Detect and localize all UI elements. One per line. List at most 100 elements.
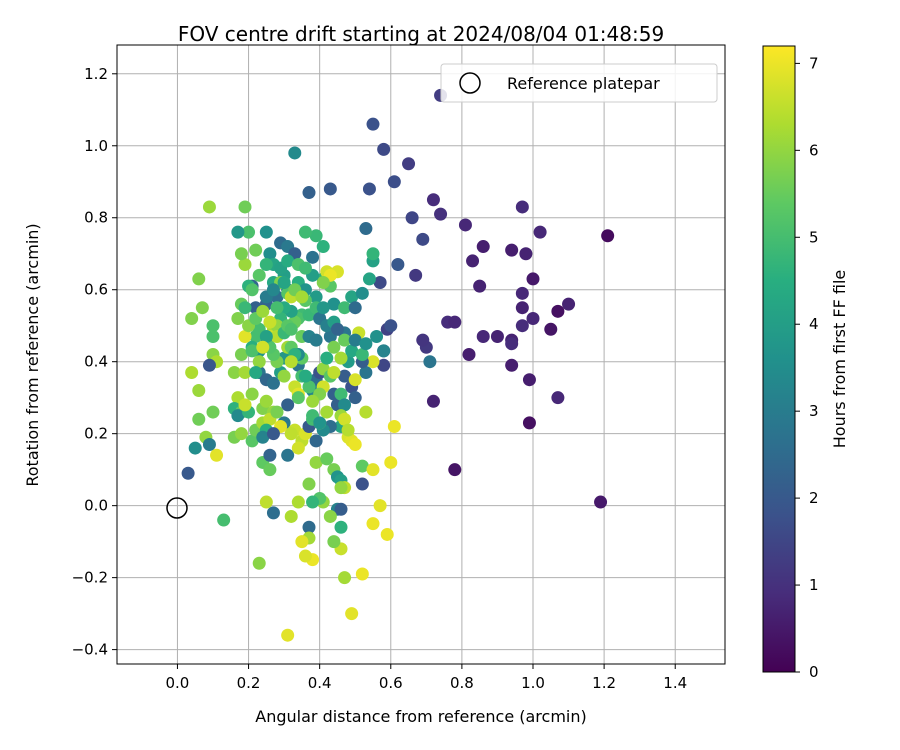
chart-title: FOV centre drift starting at 2024/08/04 …: [178, 22, 664, 46]
data-point: [334, 520, 348, 534]
data-point: [206, 330, 220, 344]
data-point: [476, 330, 490, 344]
data-point: [377, 344, 391, 358]
data-point: [284, 355, 298, 369]
x-tick-label: 1.0: [521, 674, 545, 692]
y-tick-label: −0.2: [72, 569, 108, 587]
data-point: [231, 312, 245, 326]
data-point: [259, 225, 273, 239]
y-axis-label: Rotation from reference (arcmin): [23, 223, 42, 486]
data-point: [188, 441, 202, 455]
data-point: [562, 297, 576, 311]
data-point: [302, 520, 316, 534]
data-point: [288, 146, 302, 160]
grid-lines: [117, 45, 725, 664]
data-point: [309, 333, 323, 347]
data-point: [476, 240, 490, 254]
plot-frame: [116, 44, 726, 665]
data-point: [256, 304, 270, 318]
data-point: [202, 358, 216, 372]
data-point: [309, 290, 323, 304]
data-point: [384, 319, 398, 333]
data-point: [192, 272, 206, 286]
x-tick-label: 0.2: [237, 674, 261, 692]
data-point: [348, 391, 362, 405]
legend: Reference platepar: [440, 63, 718, 103]
data-point: [245, 434, 259, 448]
data-point: [345, 607, 359, 621]
data-point: [338, 369, 352, 383]
data-point: [345, 290, 359, 304]
data-point: [306, 250, 320, 264]
data-point: [366, 117, 380, 131]
data-point: [277, 369, 291, 383]
data-point: [330, 322, 344, 336]
data-point: [234, 427, 248, 441]
data-point: [259, 495, 273, 509]
data-point: [192, 383, 206, 397]
data-point: [192, 412, 206, 426]
data-point: [185, 312, 199, 326]
legend-box: [440, 63, 718, 103]
data-point: [259, 258, 273, 272]
colorbar-tick-label: 1: [809, 576, 819, 594]
x-tick-label: 0.6: [379, 674, 403, 692]
data-point: [320, 405, 334, 419]
data-point: [515, 200, 529, 214]
data-point: [355, 459, 369, 473]
data-point: [263, 463, 277, 477]
data-point: [231, 409, 245, 423]
data-point: [245, 283, 259, 297]
data-point: [252, 556, 266, 570]
data-point: [320, 452, 334, 466]
data-point: [533, 225, 547, 239]
data-point: [327, 535, 341, 549]
x-tick-label: 0.8: [450, 674, 474, 692]
y-tick-label: 1.2: [84, 65, 108, 83]
data-point: [334, 481, 348, 495]
data-point: [505, 243, 519, 257]
data-point: [238, 200, 252, 214]
data-point: [291, 391, 305, 405]
data-point: [266, 283, 280, 297]
data-point: [306, 495, 320, 509]
data-point: [423, 355, 437, 369]
data-point: [309, 434, 323, 448]
data-point: [238, 301, 252, 315]
data-point: [405, 211, 419, 225]
colorbar-tick-label: 4: [809, 315, 819, 333]
data-point: [302, 380, 316, 394]
data-point: [281, 448, 295, 462]
data-point: [458, 218, 472, 232]
data-point: [515, 301, 529, 315]
data-point: [522, 373, 536, 387]
data-point: [327, 297, 341, 311]
y-tick-label: 0.0: [84, 497, 108, 515]
colorbar-tick-label: 5: [809, 228, 819, 246]
data-point: [594, 495, 608, 509]
data-point: [334, 387, 348, 401]
data-point: [377, 142, 391, 156]
data-point: [295, 535, 309, 549]
data-point: [334, 351, 348, 365]
colorbar: 0 1 2 3 4 5 6 7 Hours from first FF file: [762, 45, 849, 681]
data-point: [505, 358, 519, 372]
data-point: [359, 405, 373, 419]
data-point: [348, 437, 362, 451]
x-tick-label: 1.2: [592, 674, 616, 692]
data-point: [227, 365, 241, 379]
x-axis-label: Angular distance from reference (arcmin): [255, 707, 586, 726]
data-point: [551, 391, 565, 405]
colorbar-tick-label: 2: [809, 489, 819, 507]
data-point: [298, 369, 312, 383]
data-point: [380, 527, 394, 541]
data-points: [181, 88, 615, 642]
data-point: [270, 405, 284, 419]
data-point: [466, 254, 480, 268]
data-point: [185, 365, 199, 379]
data-point: [295, 290, 309, 304]
data-point: [234, 247, 248, 261]
data-point: [355, 348, 369, 361]
data-point: [298, 225, 312, 239]
